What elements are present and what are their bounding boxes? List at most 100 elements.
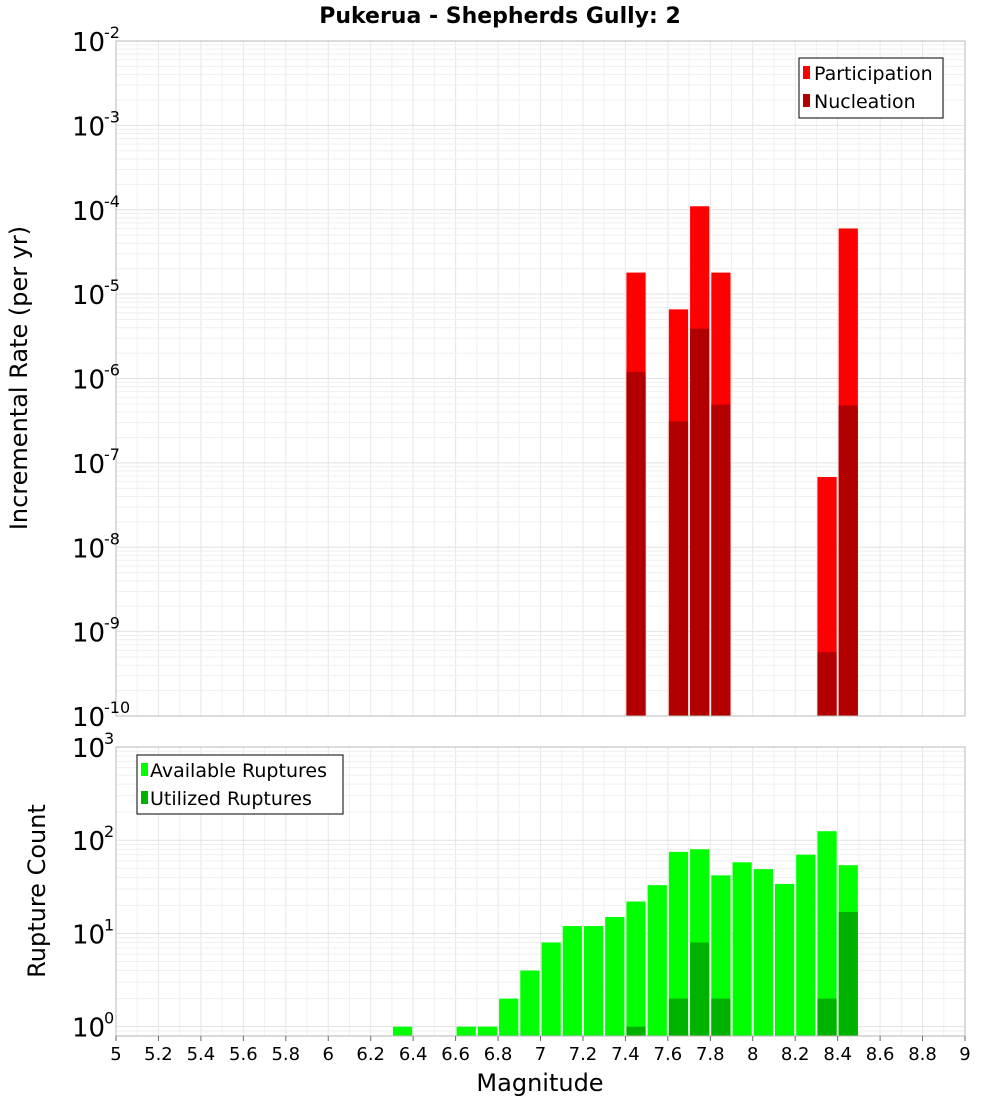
- top-y-tick-label: 10: [72, 703, 105, 733]
- bar-nucleation: [690, 328, 710, 716]
- bar-available-ruptures: [605, 917, 625, 1036]
- bottom-panel-y-axis-label: Rupture Count: [23, 804, 51, 978]
- bar-available-ruptures: [774, 883, 795, 1036]
- x-tick-label: 9: [959, 1044, 970, 1065]
- x-tick-label: 8: [747, 1044, 758, 1065]
- bar-nucleation: [626, 371, 646, 716]
- x-tick-label: 6.2: [356, 1044, 385, 1065]
- top-y-tick-exponent: -3: [104, 107, 120, 126]
- x-tick-label: 5: [110, 1044, 121, 1065]
- bar-utilized-ruptures: [838, 911, 858, 1036]
- bottom-y-tick-exponent: 2: [104, 822, 114, 841]
- top-panel-y-axis-label: Incremental Rate (per yr): [5, 226, 33, 530]
- top-y-tick-label: 10: [72, 197, 105, 227]
- x-tick-label: 5.4: [187, 1044, 216, 1065]
- bar-available-ruptures: [753, 869, 773, 1036]
- top-y-tick-exponent: -8: [104, 529, 120, 548]
- bar-available-ruptures: [668, 851, 689, 1036]
- top-y-tick-label: 10: [72, 450, 105, 480]
- top-y-tick-exponent: -9: [104, 614, 120, 633]
- top-panel-y-ticks: 10-210-310-410-510-610-710-810-910-10: [72, 23, 130, 733]
- bar-utilized-ruptures: [626, 1026, 646, 1036]
- bottom-y-tick-label: 10: [72, 920, 105, 950]
- x-tick-label: 8.4: [823, 1044, 852, 1065]
- bottom-y-tick-label: 10: [72, 1014, 105, 1044]
- top-y-tick-label: 10: [72, 281, 105, 311]
- legend-swatch-participation: [803, 66, 810, 79]
- bar-utilized-ruptures: [817, 998, 837, 1036]
- bar-available-ruptures: [711, 875, 731, 1036]
- top-panel-legend: Participation Nucleation: [798, 57, 944, 119]
- bar-utilized-ruptures: [690, 942, 710, 1036]
- bar-utilized-ruptures: [711, 998, 731, 1036]
- x-axis-ticks: 5 5.2 5.4 5.6 5.8 6 6.2 6.4 6.6 6.8 7 7.2 7.4 7.6 7.8 8…: [110, 1036, 971, 1065]
- x-tick-label: 6: [323, 1044, 334, 1065]
- top-y-tick-label: 10: [72, 112, 105, 142]
- legend-label-nucleation: Nucleation: [814, 91, 916, 113]
- x-tick-label: 5.8: [271, 1044, 300, 1065]
- bar-available-ruptures: [541, 942, 561, 1036]
- bottom-y-tick-label: 10: [72, 827, 105, 857]
- bar-available-ruptures: [562, 926, 582, 1036]
- bottom-y-tick-exponent: 1: [104, 915, 114, 934]
- bar-available-ruptures: [647, 885, 667, 1036]
- x-tick-label: 8.2: [781, 1044, 810, 1065]
- x-tick-label: 7.6: [654, 1044, 683, 1065]
- x-tick-label: 8.8: [908, 1044, 937, 1065]
- top-y-tick-label: 10: [72, 534, 105, 564]
- bar-nucleation: [668, 421, 689, 716]
- top-panel-grid: [115, 41, 966, 717]
- top-y-tick-exponent: -5: [104, 276, 120, 295]
- x-tick-label: 8.6: [866, 1044, 895, 1065]
- x-tick-label: 7.8: [696, 1044, 725, 1065]
- bar-utilized-ruptures: [668, 998, 689, 1036]
- bar-available-ruptures: [732, 862, 752, 1036]
- x-tick-label: 6.4: [399, 1044, 428, 1065]
- bar-nucleation: [711, 404, 731, 716]
- x-tick-label: 6.8: [484, 1044, 513, 1065]
- x-tick-label: 5.2: [144, 1044, 173, 1065]
- top-legend-box: [798, 57, 944, 119]
- legend-swatch-nucleation: [803, 94, 810, 107]
- bar-nucleation: [838, 405, 858, 716]
- bottom-y-tick-exponent: 0: [104, 1009, 114, 1028]
- legend-label-available-ruptures: Available Ruptures: [150, 760, 327, 782]
- bar-nucleation: [817, 652, 837, 716]
- top-panel-frame: [115, 40, 966, 717]
- bar-available-ruptures: [477, 1026, 498, 1036]
- bottom-y-tick-label: 10: [72, 734, 105, 764]
- bottom-panel-bars: [392, 831, 858, 1036]
- legend-swatch-available-ruptures: [141, 763, 148, 776]
- top-y-tick-exponent: -6: [104, 361, 120, 380]
- bar-available-ruptures: [583, 926, 604, 1036]
- chart-title: Pukerua - Shepherds Gully: 2: [319, 4, 681, 29]
- top-y-tick-exponent: -7: [104, 445, 120, 464]
- x-tick-label: 6.6: [441, 1044, 470, 1065]
- bottom-y-tick-exponent: 3: [104, 729, 114, 748]
- bar-available-ruptures: [392, 1026, 413, 1036]
- top-panel-bars: [626, 206, 858, 716]
- bar-available-ruptures: [626, 901, 646, 1036]
- top-y-tick-label: 10: [72, 28, 105, 58]
- bottom-panel-legend: Available Ruptures Utilized Ruptures: [136, 754, 344, 815]
- top-y-tick-label: 10: [72, 366, 105, 396]
- legend-label-utilized-ruptures: Utilized Ruptures: [150, 788, 312, 810]
- x-tick-label: 7: [535, 1044, 546, 1065]
- bar-available-ruptures: [796, 854, 816, 1036]
- bottom-legend-box: [136, 754, 344, 815]
- x-tick-label: 5.6: [229, 1044, 258, 1065]
- x-tick-label: 7.2: [569, 1044, 598, 1065]
- top-y-tick-exponent: -2: [104, 23, 120, 42]
- top-y-tick-label: 10: [72, 619, 105, 649]
- x-tick-label: 7.4: [611, 1044, 640, 1065]
- bar-available-ruptures: [456, 1026, 476, 1036]
- top-y-tick-exponent: -10: [104, 698, 130, 717]
- legend-label-participation: Participation: [814, 63, 933, 85]
- legend-swatch-utilized-ruptures: [141, 791, 148, 804]
- top-y-tick-exponent: -4: [104, 192, 120, 211]
- bar-available-ruptures: [520, 970, 540, 1036]
- bar-available-ruptures: [499, 998, 519, 1036]
